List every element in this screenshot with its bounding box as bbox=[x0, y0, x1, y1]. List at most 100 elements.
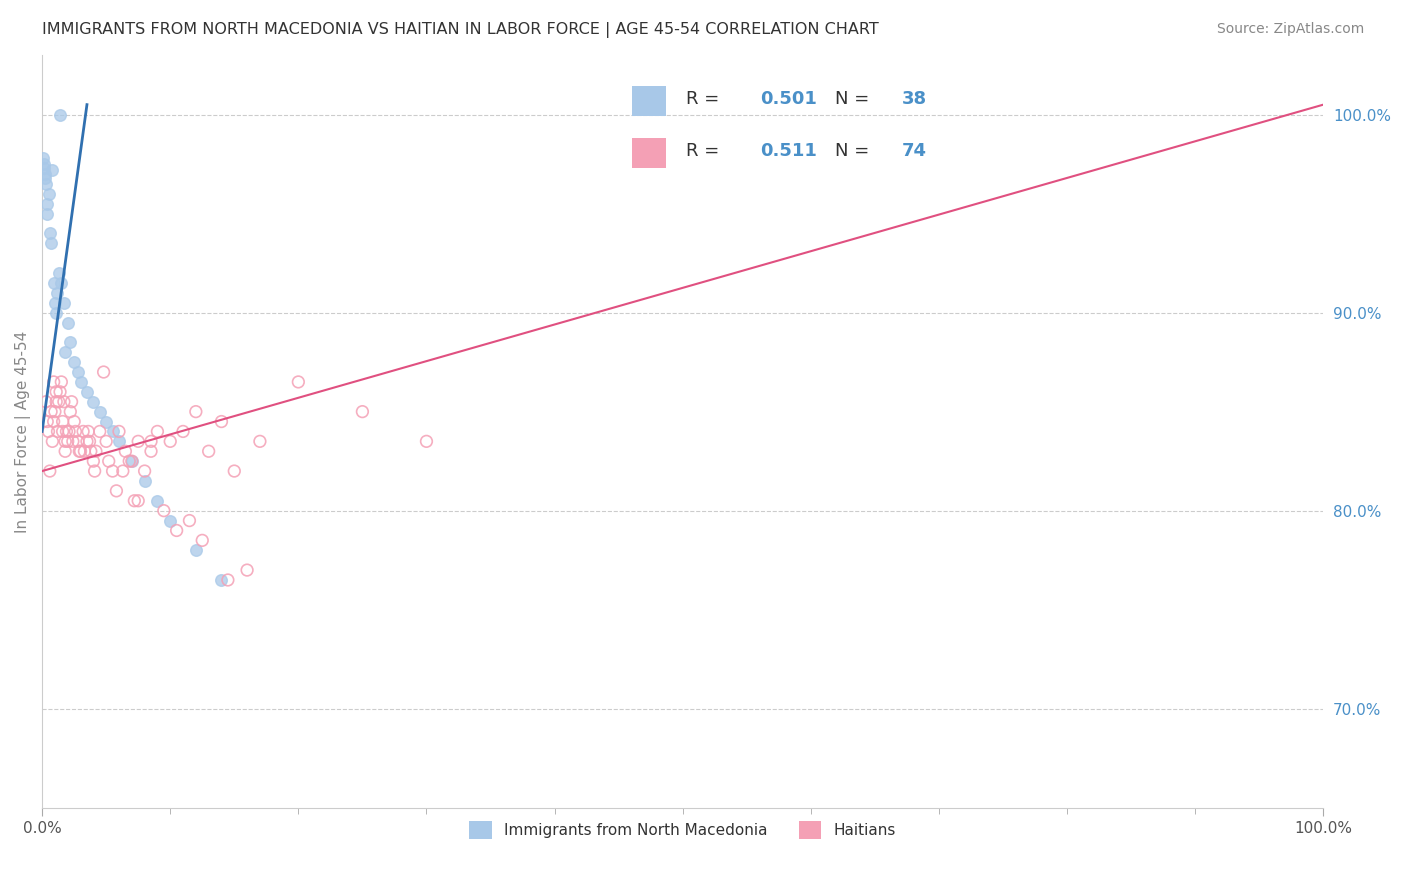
Point bbox=[82, 394, 104, 409]
Point bbox=[146, 425, 169, 439]
Point bbox=[52, 295, 75, 310]
Point bbox=[44, 404, 66, 418]
Point bbox=[42, 375, 65, 389]
Point bbox=[42, 276, 65, 290]
Point bbox=[249, 434, 271, 449]
Point bbox=[211, 573, 233, 587]
Point bbox=[46, 425, 69, 439]
Point bbox=[134, 474, 156, 488]
Text: R =: R = bbox=[686, 90, 725, 108]
Point bbox=[38, 425, 60, 439]
Point bbox=[197, 444, 219, 458]
Point bbox=[79, 434, 101, 449]
Point bbox=[83, 464, 105, 478]
Point bbox=[134, 464, 156, 478]
Y-axis label: In Labor Force | Age 45-54: In Labor Force | Age 45-54 bbox=[15, 330, 31, 533]
Text: 0.511: 0.511 bbox=[761, 142, 817, 160]
Point bbox=[46, 285, 69, 300]
Point bbox=[97, 454, 120, 468]
Point bbox=[34, 167, 56, 181]
Point bbox=[49, 107, 72, 121]
Point bbox=[224, 464, 246, 478]
Point bbox=[32, 151, 55, 165]
Point bbox=[48, 266, 70, 280]
Point bbox=[124, 493, 146, 508]
Point bbox=[184, 543, 207, 558]
Point bbox=[63, 415, 86, 429]
Text: 38: 38 bbox=[903, 90, 927, 108]
Point bbox=[69, 375, 91, 389]
Point bbox=[34, 161, 56, 175]
Point bbox=[96, 415, 118, 429]
Point bbox=[59, 404, 82, 418]
Point bbox=[45, 394, 67, 409]
Point bbox=[37, 206, 59, 220]
Point bbox=[35, 196, 58, 211]
Point bbox=[80, 444, 103, 458]
Point bbox=[69, 444, 91, 458]
Point bbox=[236, 563, 259, 577]
Point bbox=[153, 503, 176, 517]
Point bbox=[76, 434, 98, 449]
Point bbox=[66, 365, 89, 379]
Point bbox=[111, 464, 134, 478]
Text: R =: R = bbox=[686, 142, 725, 160]
Point bbox=[35, 394, 58, 409]
Text: 0.501: 0.501 bbox=[761, 90, 817, 108]
Point bbox=[56, 434, 79, 449]
Point bbox=[60, 394, 83, 409]
Text: IMMIGRANTS FROM NORTH MACEDONIA VS HAITIAN IN LABOR FORCE | AGE 45-54 CORRELATIO: IMMIGRANTS FROM NORTH MACEDONIA VS HAITI… bbox=[42, 22, 879, 38]
Point bbox=[118, 454, 141, 468]
Point bbox=[52, 425, 75, 439]
Point bbox=[101, 425, 124, 439]
Point bbox=[415, 434, 437, 449]
Point bbox=[101, 464, 124, 478]
Point bbox=[38, 186, 60, 201]
Point bbox=[139, 444, 162, 458]
Point bbox=[62, 434, 84, 449]
Point bbox=[89, 404, 111, 418]
Point bbox=[287, 375, 309, 389]
Point bbox=[108, 425, 131, 439]
Point bbox=[42, 415, 65, 429]
Point bbox=[127, 434, 149, 449]
Point bbox=[45, 305, 67, 319]
Text: Source: ZipAtlas.com: Source: ZipAtlas.com bbox=[1216, 22, 1364, 37]
Point bbox=[105, 483, 128, 498]
Point bbox=[93, 365, 115, 379]
Point bbox=[41, 163, 63, 178]
Point bbox=[191, 533, 214, 548]
Point bbox=[89, 425, 111, 439]
Point bbox=[166, 524, 188, 538]
Point bbox=[77, 425, 100, 439]
Point bbox=[45, 384, 67, 399]
Point bbox=[37, 415, 59, 429]
Point bbox=[38, 227, 60, 241]
Point bbox=[114, 444, 136, 458]
Point bbox=[52, 415, 75, 429]
Point bbox=[49, 384, 72, 399]
Point bbox=[159, 434, 181, 449]
Point bbox=[127, 493, 149, 508]
Point bbox=[59, 335, 82, 350]
Point bbox=[53, 444, 76, 458]
Point bbox=[121, 454, 143, 468]
Point bbox=[63, 355, 86, 369]
Point bbox=[53, 345, 76, 359]
Point bbox=[67, 444, 90, 458]
Point bbox=[76, 384, 98, 399]
Point bbox=[58, 425, 80, 439]
Point bbox=[38, 464, 60, 478]
Point bbox=[66, 434, 89, 449]
Point bbox=[51, 276, 73, 290]
Point bbox=[53, 434, 76, 449]
Point bbox=[48, 394, 70, 409]
Point bbox=[52, 394, 75, 409]
Point bbox=[39, 236, 62, 251]
Point bbox=[179, 514, 201, 528]
Point bbox=[121, 454, 143, 468]
Point bbox=[55, 425, 77, 439]
FancyBboxPatch shape bbox=[633, 87, 666, 116]
Point bbox=[39, 404, 62, 418]
Point bbox=[56, 316, 79, 330]
